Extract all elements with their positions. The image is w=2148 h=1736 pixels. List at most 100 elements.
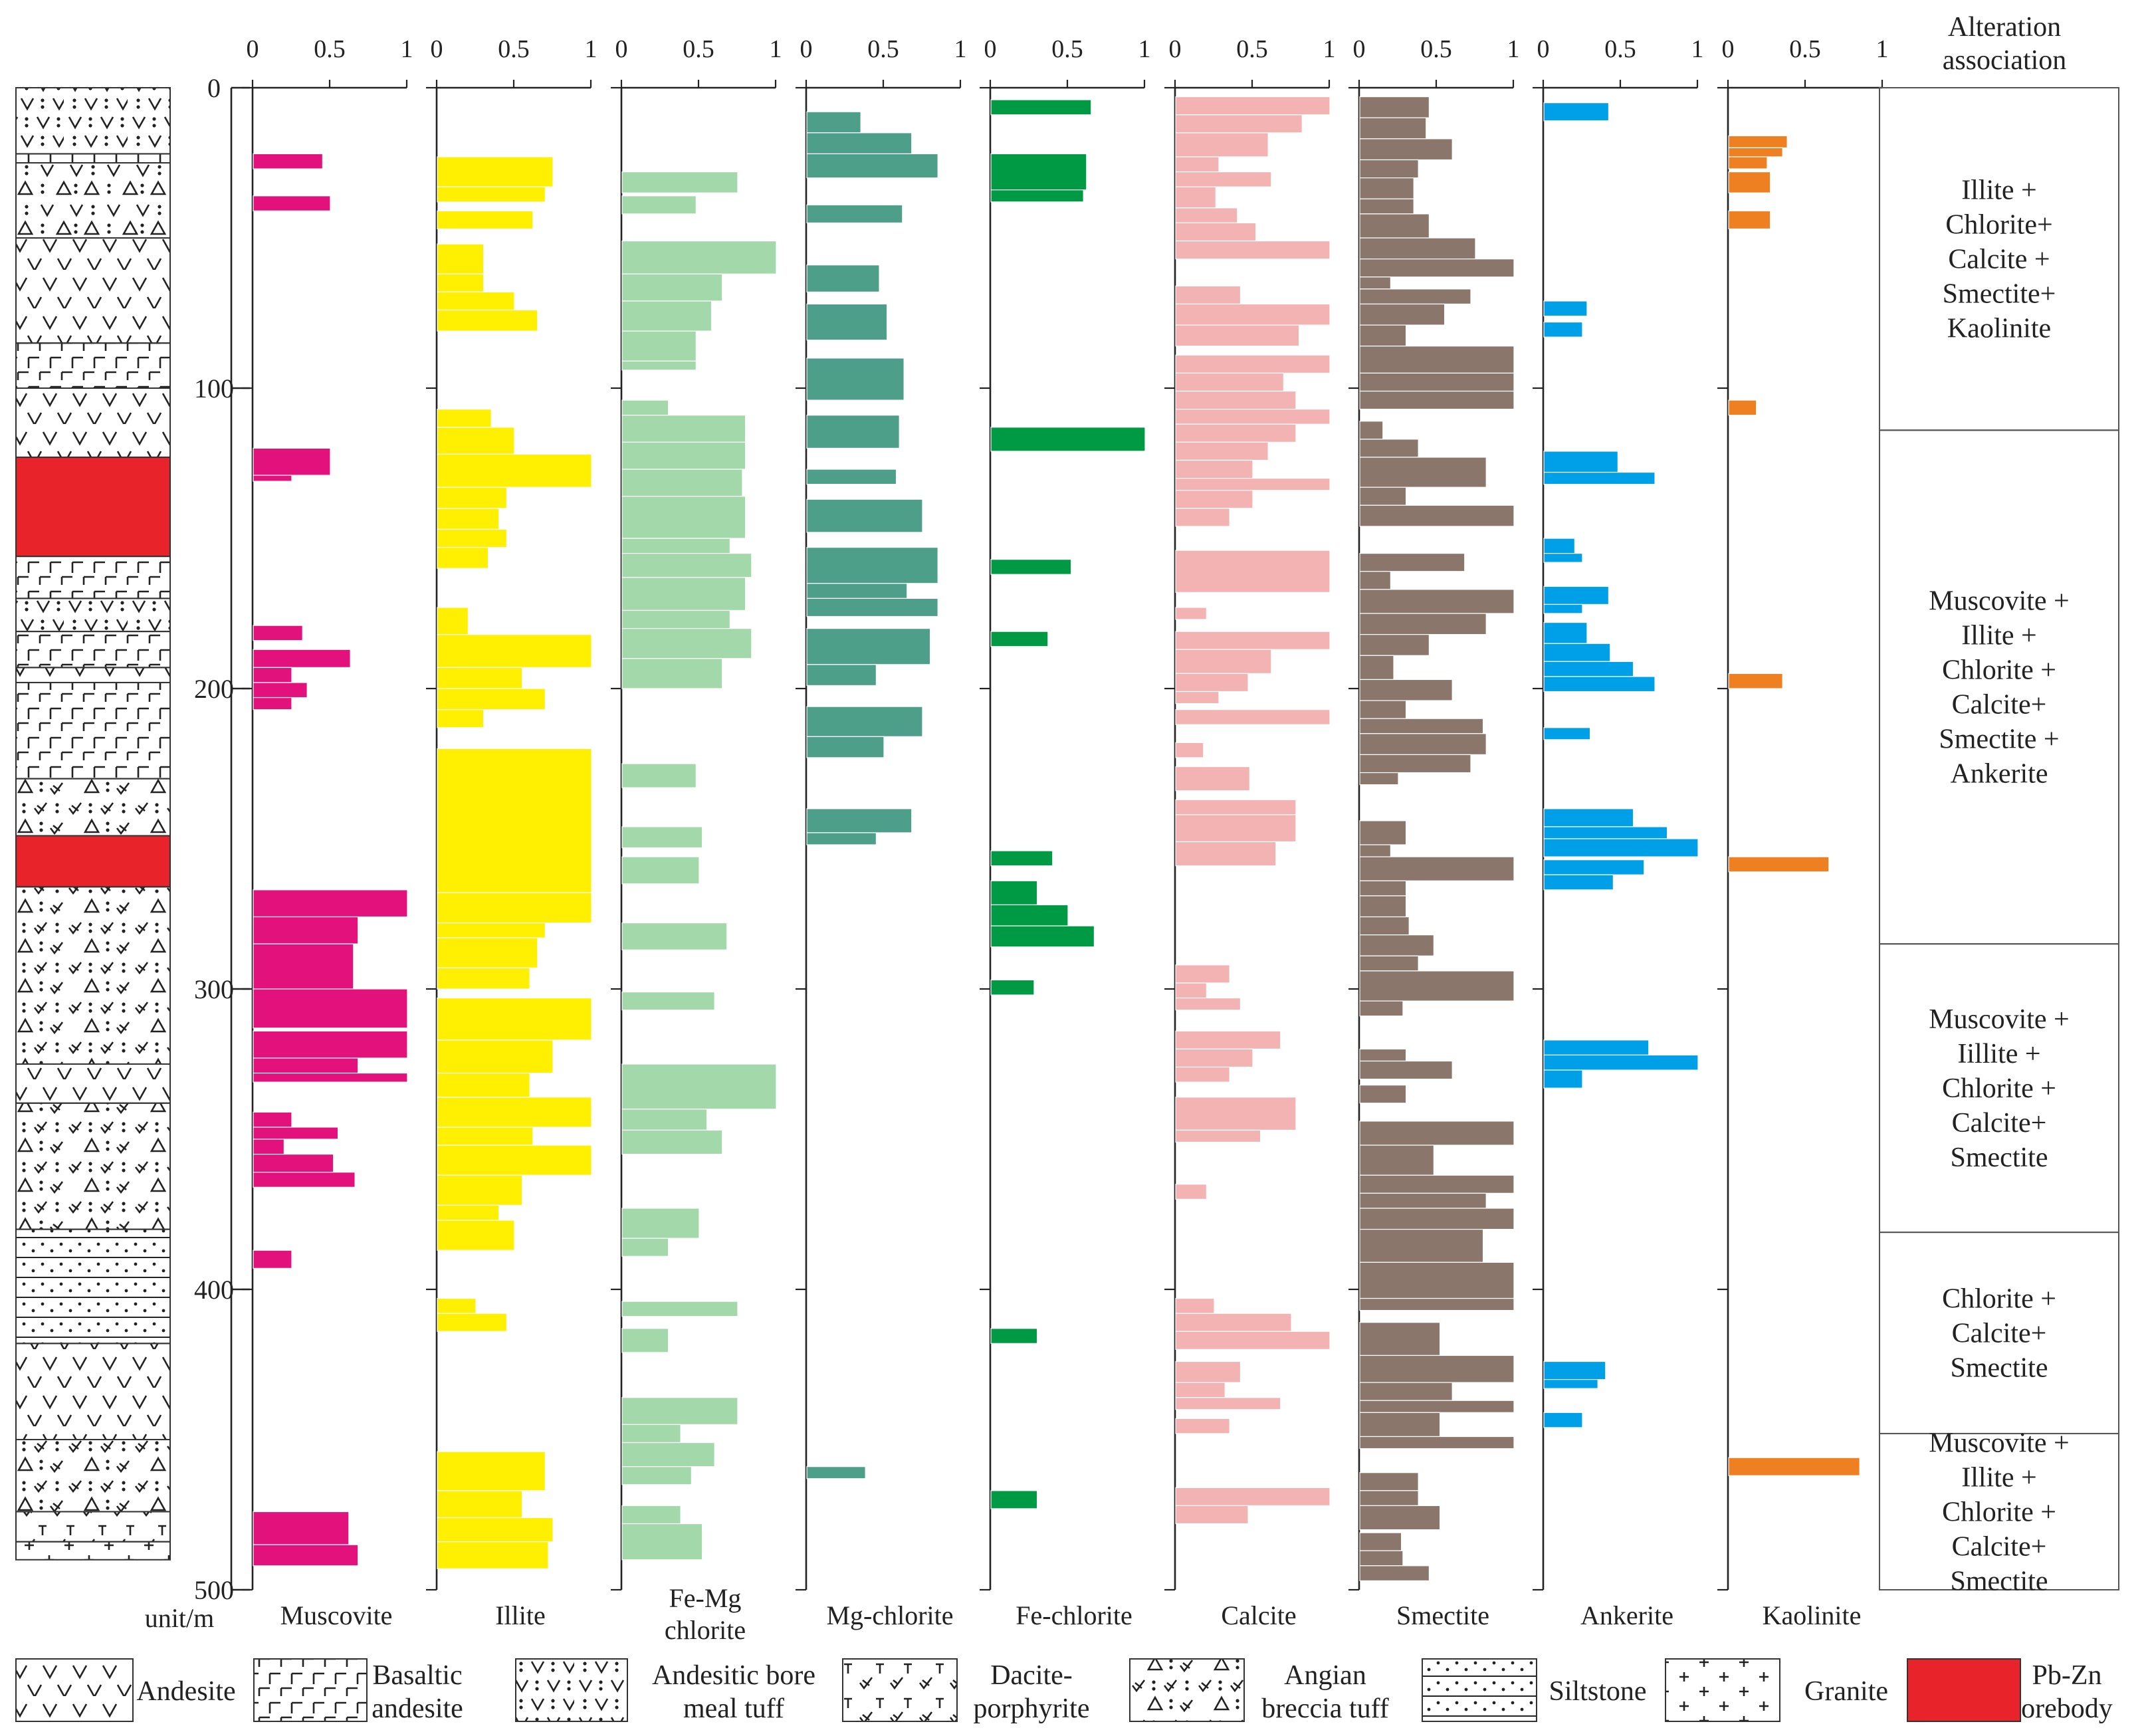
data-bar [621, 330, 697, 362]
panel-x-tick-label: 1 [1691, 35, 1704, 63]
data-bar [1543, 102, 1610, 122]
data-bar [1359, 571, 1392, 590]
data-bar [253, 1139, 285, 1155]
depth-tick-label: 300 [194, 974, 234, 1004]
data-bar [1175, 1097, 1297, 1131]
data-bar [437, 1451, 546, 1491]
panel-x-tick-label: 0.5 [1604, 35, 1636, 63]
lithology-segment-bore [15, 87, 171, 155]
data-bar [1359, 439, 1419, 458]
data-bar [1543, 874, 1614, 891]
panel-x-tick-label: 0.5 [314, 35, 346, 63]
association-label: Muscovite + Illite + Chlorite + Calcite+ Sme… [1929, 1428, 2070, 1596]
lithology-segment-andesite [15, 667, 171, 683]
data-bar [437, 1127, 534, 1146]
panel-title: Muscovite [280, 1600, 393, 1630]
data-bar [1359, 955, 1419, 972]
data-bar [1175, 240, 1331, 260]
panel-x-tick-label: 1 [1323, 35, 1336, 63]
data-bar [1359, 96, 1430, 118]
lithology-segment-angian [15, 1439, 171, 1513]
lithology-segment-andesite [15, 1343, 171, 1440]
data-bar [1359, 934, 1434, 956]
data-bar [1359, 772, 1399, 786]
data-bar [1543, 1069, 1583, 1089]
data-bar [1175, 742, 1204, 758]
legend-swatch-orebody [1907, 1658, 2021, 1722]
lithology-segment-angian [15, 886, 171, 1065]
data-bar [1175, 814, 1297, 843]
data-bar [437, 1541, 549, 1569]
panel-x-tick-label: 0.5 [1236, 35, 1268, 63]
data-bar [253, 1544, 359, 1567]
association-header: Alteration association [1943, 12, 2067, 76]
data-bar [253, 1072, 408, 1083]
data-bar [621, 1466, 693, 1485]
panel-x-tick-label: 0.5 [1420, 35, 1452, 63]
panel-x-tick-label: 1 [770, 35, 782, 63]
data-bar [806, 832, 877, 845]
data-bar [437, 937, 538, 968]
data-bar [1359, 1121, 1515, 1146]
data-bar [1359, 237, 1476, 260]
data-bar [1359, 421, 1384, 440]
data-bar [1359, 970, 1515, 1002]
data-bar [1543, 603, 1583, 614]
lithology-segment-orebody [15, 456, 171, 558]
data-bar [1175, 156, 1220, 173]
lithology-segment-andesite [15, 387, 171, 458]
data-bar [1543, 1412, 1583, 1428]
data-bar [1175, 691, 1220, 705]
data-bar [1359, 820, 1407, 845]
data-bar [1359, 1048, 1407, 1062]
data-bar [253, 1172, 356, 1188]
data-bar [806, 111, 861, 134]
data-bar [1175, 1184, 1208, 1200]
data-bar [1359, 487, 1407, 506]
data-bar [806, 358, 905, 401]
association-box [1879, 429, 2119, 945]
data-bar [806, 265, 880, 292]
data-bar [253, 153, 324, 169]
data-bar [437, 1144, 592, 1176]
lithology-segment-basalt [15, 631, 171, 669]
lithology-segment-basalt [15, 153, 171, 164]
data-bar [1543, 471, 1656, 485]
data-bar [1728, 210, 1771, 230]
data-bar [1543, 538, 1576, 554]
panel-x-tick-label: 1 [585, 35, 597, 63]
data-bar [437, 709, 484, 728]
data-bar [1359, 346, 1515, 374]
legend-label: Granite [1804, 1676, 1888, 1707]
data-bar [990, 925, 1095, 948]
panel-x-tick-label: 0 [800, 35, 813, 63]
association-label: Illite + Chlorite+ Calcite + Smectite+ Kaoli… [1943, 175, 2056, 344]
data-bar [806, 153, 938, 179]
panel-title: Kaolinite [1763, 1600, 1862, 1630]
data-bar [437, 1517, 554, 1543]
data-bar [1728, 147, 1783, 158]
data-bar [253, 889, 408, 918]
legend-swatch-angian [1129, 1658, 1245, 1722]
data-bar [621, 1301, 738, 1317]
data-bar [1543, 661, 1634, 677]
data-bar [990, 631, 1049, 647]
data-bar [1359, 1228, 1484, 1263]
panel-x-tick-label: 0 [1169, 35, 1182, 63]
data-bar [621, 399, 669, 416]
data-bar [621, 1109, 708, 1131]
data-bar [1543, 451, 1618, 473]
panel-x-tick-label: 0 [1722, 35, 1735, 63]
data-bar [1359, 288, 1471, 305]
data-bar [621, 195, 697, 215]
data-bar [990, 880, 1038, 906]
data-bar [621, 552, 752, 578]
data-bar [806, 469, 897, 485]
data-bar [621, 609, 730, 629]
depth-tick-label: 0 [207, 73, 221, 103]
data-bar [1359, 1532, 1402, 1551]
legend-swatch-granite [1665, 1658, 1780, 1722]
data-bar [437, 1097, 592, 1128]
data-bar [1359, 159, 1419, 179]
